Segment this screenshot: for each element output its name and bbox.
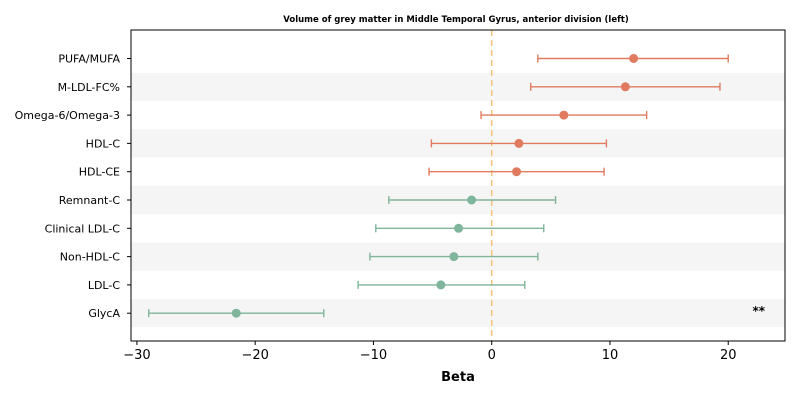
- forest-row: Clinical LDL-C: [45, 222, 545, 235]
- row-label: Non-HDL-C: [60, 251, 121, 264]
- x-tick-label: −10: [360, 348, 387, 363]
- forest-row: HDL-C: [86, 137, 608, 150]
- forest-row: Omega-6/Omega-3: [15, 109, 648, 122]
- plot-frame: [130, 29, 786, 342]
- x-axis: −30 −20 −10 0 10 20: [123, 341, 737, 363]
- beta-point: [467, 195, 477, 205]
- row-label: HDL-C: [86, 137, 121, 150]
- row-label: GlycA: [88, 307, 120, 320]
- row-label: PUFA/MUFA: [58, 53, 120, 66]
- beta-point: [449, 252, 459, 262]
- chart-title: Volume of grey matter in Middle Temporal…: [283, 15, 629, 25]
- beta-point: [514, 138, 524, 148]
- row-label: LDL-C: [88, 279, 121, 292]
- x-tick-label: 0: [488, 348, 496, 363]
- significance-marker: **: [752, 304, 765, 318]
- x-axis-label: Beta: [441, 370, 475, 385]
- beta-point: [559, 110, 569, 120]
- forest-row: GlycA **: [88, 304, 765, 320]
- forest-row: LDL-C: [88, 279, 526, 292]
- row-label: Clinical LDL-C: [45, 222, 121, 235]
- row-label: HDL-CE: [79, 166, 120, 179]
- beta-point: [512, 167, 522, 177]
- forest-row: M-LDL-FC%: [58, 81, 721, 94]
- x-tick-label: 10: [602, 348, 619, 363]
- x-tick-label: −20: [241, 348, 268, 363]
- forest-row: PUFA/MUFA: [58, 53, 729, 66]
- beta-point: [454, 223, 464, 233]
- beta-point: [629, 54, 639, 63]
- forest-row: HDL-CE: [79, 166, 605, 179]
- beta-point: [231, 308, 241, 318]
- row-label: Remnant-C: [59, 194, 121, 207]
- beta-point: [620, 82, 630, 92]
- forest-row: Non-HDL-C: [60, 251, 539, 264]
- x-tick-label: −30: [123, 348, 150, 363]
- beta-point: [436, 280, 446, 290]
- rows: PUFA/MUFA M-LDL-FC% Omega-6/Omega-3 HDL-C HD…: [15, 53, 766, 321]
- x-tick-label: 20: [720, 348, 737, 363]
- forest-row: Remnant-C: [59, 194, 557, 207]
- row-label: Omega-6/Omega-3: [15, 109, 120, 122]
- row-label: M-LDL-FC%: [58, 81, 120, 94]
